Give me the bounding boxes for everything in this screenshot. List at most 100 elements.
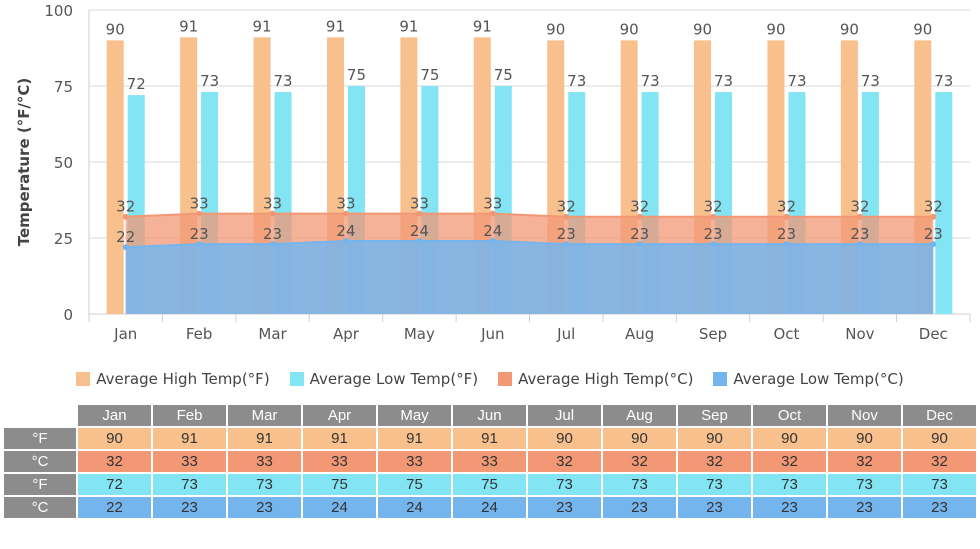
table-cell: 90 — [828, 428, 901, 449]
table-cell: 73 — [828, 474, 901, 495]
data-label-high-c: 33 — [263, 195, 282, 213]
table-cell: 23 — [603, 497, 676, 518]
table-header-row: Jan Feb Mar Apr May Jun Jul Aug Sep Oct Nov Dec — [4, 405, 976, 426]
table-cell: 73 — [603, 474, 676, 495]
table-cell: 23 — [153, 497, 226, 518]
point-high-c — [122, 213, 129, 220]
table-cell: 90 — [78, 428, 151, 449]
table-row-label: °C — [4, 451, 76, 472]
point-high-c — [196, 210, 203, 217]
temperature-table: Jan Feb Mar Apr May Jun Jul Aug Sep Oct Nov Dec °F 9… — [2, 403, 978, 520]
data-label-low-f: 73 — [787, 72, 806, 90]
table-cell: 91 — [453, 428, 526, 449]
table-cell: 91 — [153, 428, 226, 449]
data-label-low-c: 22 — [116, 228, 135, 246]
table-cell: 23 — [228, 497, 301, 518]
data-label-high-c: 32 — [630, 198, 649, 216]
table-cell: 90 — [903, 428, 976, 449]
data-label-low-f: 75 — [347, 66, 366, 84]
temperature-chart: 0 25 50 75 100 Temperature (°F/°C) Jan Feb Mar Ap… — [15, 2, 971, 343]
data-label-high-f: 90 — [546, 20, 565, 38]
table-month-header: Feb — [153, 405, 226, 426]
table-month-header: Oct — [753, 405, 826, 426]
data-label-low-f: 72 — [127, 75, 146, 93]
table-cell: 73 — [753, 474, 826, 495]
data-label-low-f: 73 — [200, 72, 219, 90]
table-month-header: Dec — [903, 405, 976, 426]
table-cell: 32 — [678, 451, 751, 472]
data-label-high-f: 90 — [766, 20, 785, 38]
table-month-header: Nov — [828, 405, 901, 426]
data-label-high-f: 90 — [106, 20, 125, 38]
table-month-header: Mar — [228, 405, 301, 426]
point-low-c — [122, 244, 129, 251]
y-axis-title: Temperature (°F/°C) — [15, 78, 33, 247]
chart-legend: Average High Temp(°F) Average Low Temp(°F… — [0, 366, 980, 392]
table-corner — [4, 405, 76, 426]
point-low-c — [269, 241, 276, 248]
x-tick-label: Sep — [699, 325, 727, 343]
data-label-high-c: 32 — [557, 198, 576, 216]
table-cell: 23 — [753, 497, 826, 518]
data-label-high-c: 32 — [777, 198, 796, 216]
data-label-high-c: 32 — [924, 198, 943, 216]
point-low-c — [342, 238, 349, 245]
table-cell: 32 — [78, 451, 151, 472]
legend-item[interactable]: Average High Temp(°C) — [498, 370, 693, 388]
legend-label: Average High Temp(°F) — [96, 370, 270, 388]
data-label-high-c: 33 — [336, 195, 355, 213]
data-label-low-c: 24 — [336, 222, 355, 240]
data-label-high-c: 32 — [116, 198, 135, 216]
table-cell: 90 — [603, 428, 676, 449]
data-label-high-f: 90 — [840, 20, 859, 38]
legend-label: Average Low Temp(°F) — [309, 370, 479, 388]
table-cell: 32 — [828, 451, 901, 472]
table-month-header: Jun — [453, 405, 526, 426]
data-label-low-c: 23 — [630, 225, 649, 243]
table-cell: 73 — [903, 474, 976, 495]
table-month-header: Jan — [78, 405, 151, 426]
legend-item[interactable]: Average High Temp(°F) — [76, 370, 270, 388]
data-label-high-c: 32 — [850, 198, 869, 216]
area-low-c — [125, 241, 934, 314]
table-cell: 75 — [378, 474, 451, 495]
point-low-c — [710, 241, 717, 248]
table-cell: 90 — [753, 428, 826, 449]
legend-label: Average Low Temp(°C) — [733, 370, 904, 388]
x-tick-label: Feb — [186, 325, 213, 343]
x-tick-label: Oct — [773, 325, 799, 343]
point-high-c — [856, 213, 863, 220]
bar-low-f — [935, 92, 953, 314]
table-month-header: Aug — [603, 405, 676, 426]
table-cell: 75 — [453, 474, 526, 495]
y-tick-label: 100 — [44, 2, 73, 20]
table-cell: 23 — [828, 497, 901, 518]
data-label-high-c: 32 — [703, 198, 722, 216]
table-month-header: Jul — [528, 405, 601, 426]
table-cell: 23 — [903, 497, 976, 518]
y-tick-label: 25 — [54, 230, 73, 248]
legend-swatch — [713, 372, 728, 386]
data-label-high-c: 33 — [483, 195, 502, 213]
legend-item[interactable]: Average Low Temp(°F) — [289, 370, 479, 388]
table-cell: 33 — [303, 451, 376, 472]
point-low-c — [416, 238, 423, 245]
table-cell: 32 — [903, 451, 976, 472]
point-high-c — [783, 213, 790, 220]
point-high-c — [342, 210, 349, 217]
table-cell: 32 — [753, 451, 826, 472]
legend-item[interactable]: Average Low Temp(°C) — [713, 370, 904, 388]
legend-swatch — [76, 372, 91, 386]
data-label-low-c: 23 — [777, 225, 796, 243]
data-label-low-c: 23 — [703, 225, 722, 243]
table-row: °C 22 23 23 24 24 24 23 23 23 23 23 23 — [4, 497, 976, 518]
table-row: °F 90 91 91 91 91 91 90 90 90 90 90 90 — [4, 428, 976, 449]
data-label-low-c: 23 — [850, 225, 869, 243]
data-label-high-f: 91 — [399, 17, 418, 35]
point-low-c — [489, 238, 496, 245]
data-label-high-f: 90 — [620, 20, 639, 38]
point-high-c — [269, 210, 276, 217]
x-tick-label: Mar — [258, 325, 287, 343]
x-tick-label: Nov — [845, 325, 874, 343]
data-label-low-f: 75 — [420, 66, 439, 84]
